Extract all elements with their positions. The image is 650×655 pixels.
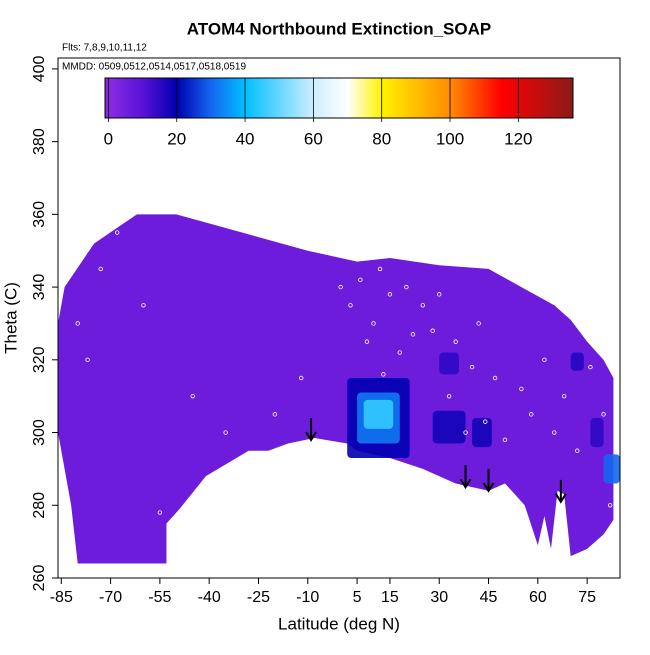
arrow [305, 418, 317, 442]
sample-point [420, 303, 426, 308]
sample-point [364, 339, 370, 344]
chart-title: ATOM4 Northbound Extinction_SOAP [187, 19, 491, 38]
sample-point [299, 375, 304, 381]
sample-point [437, 292, 442, 297]
arrow [482, 468, 495, 493]
sample-point [542, 357, 547, 363]
sample-point [588, 364, 593, 370]
colorbar-tick-label: 80 [372, 129, 391, 148]
sample-point [529, 412, 534, 417]
field-patch [432, 410, 466, 444]
colorbar-tick-label: 20 [167, 129, 186, 148]
colorbar-tick-label: 0 [104, 129, 113, 148]
colorbar-tick-label: 100 [436, 129, 464, 148]
sample-point [410, 332, 416, 337]
colorbar-tick-label: 120 [504, 129, 532, 148]
field-patch [603, 454, 620, 484]
sample-point [502, 437, 508, 443]
x-tick-label: -10 [296, 589, 319, 606]
subtitle: Flts: 7,8,9,10,11,12 [62, 43, 147, 54]
field-domain [58, 214, 614, 564]
annotation: MMDD: 0509,0512,0514,0517,0518,0519 [62, 62, 246, 73]
x-tick-label: -85 [50, 589, 73, 606]
colorbar-tick-label: 60 [304, 129, 323, 148]
sample-point [430, 328, 435, 333]
y-tick-label: 260 [31, 565, 48, 592]
x-tick-label: -55 [148, 589, 171, 606]
sample-point [397, 350, 403, 355]
sample-point [190, 393, 195, 399]
sample-point [381, 372, 386, 377]
plot-frame [57, 57, 621, 579]
y-tick-label: 300 [31, 419, 48, 446]
sample-point [371, 321, 376, 326]
sample-point [607, 503, 613, 508]
x-tick-label: -70 [99, 589, 122, 606]
y-tick-label: 360 [31, 201, 48, 228]
sample-point [561, 393, 567, 399]
x-tick-label: 60 [529, 589, 547, 606]
x-tick-label: 45 [480, 589, 498, 606]
field-patch [590, 418, 604, 448]
field-patch [472, 418, 492, 448]
sample-point [552, 430, 557, 435]
sample-point [519, 386, 524, 392]
sample-point [453, 339, 458, 344]
field-patch [439, 352, 459, 375]
plot-area [58, 214, 620, 564]
sample-point [492, 375, 498, 381]
sample-point [358, 277, 363, 283]
sample-point [75, 321, 80, 326]
x-tick-label: 5 [353, 589, 362, 606]
y-tick-label: 380 [31, 128, 48, 155]
field-patch [363, 399, 394, 429]
arrow [459, 465, 472, 490]
sample-point [157, 510, 163, 515]
sample-point [483, 419, 488, 424]
sample-point [114, 230, 120, 235]
x-tick-label: -40 [198, 589, 221, 606]
sample-point [575, 448, 580, 453]
y-tick-label: 400 [31, 55, 48, 82]
y-tick-label: 280 [31, 492, 48, 519]
sample-point [85, 357, 90, 363]
y-tick-label: 320 [31, 346, 48, 373]
sample-point [223, 430, 228, 435]
colorbar-tick-label: 40 [236, 129, 255, 148]
field-patch [570, 352, 584, 371]
sample-point [98, 266, 103, 272]
sample-point [338, 284, 343, 290]
sample-point [446, 393, 452, 399]
arrow [554, 479, 567, 504]
x-tick-label: 30 [430, 589, 448, 606]
x-tick-label: -25 [247, 589, 270, 606]
sample-point [404, 284, 409, 290]
sample-point [601, 412, 606, 417]
x-axis-label: Latitude (deg N) [278, 614, 400, 633]
sample-point [348, 303, 353, 308]
sample-point [463, 430, 468, 435]
sample-point [469, 364, 475, 370]
y-axis-label: Theta (C) [1, 282, 20, 354]
x-tick-label: 75 [578, 589, 596, 606]
sample-point [387, 292, 393, 297]
sample-point [377, 266, 383, 272]
sample-point [272, 412, 278, 417]
overlay: 0 20 40 60 80 100 120 -85 -70 -55 -40 -25 -10 5 15 30 45… [31, 55, 596, 606]
sample-point [141, 303, 146, 308]
sample-point [476, 321, 481, 326]
colorbar [104, 77, 574, 119]
x-tick-label: 15 [381, 589, 399, 606]
y-tick-label: 340 [31, 274, 48, 301]
